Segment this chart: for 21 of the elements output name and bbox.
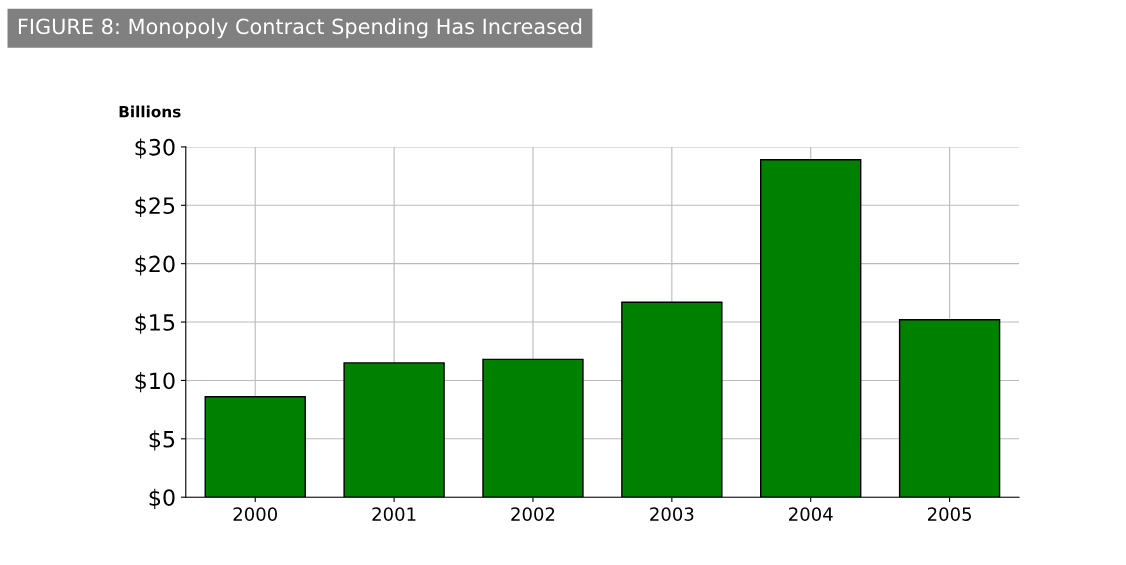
bar — [898, 319, 1001, 498]
chart-title: FIGURE 8: Monopoly Contract Spending Has Increased — [18, 18, 582, 39]
x-tick-label: 2000 — [233, 507, 277, 521]
y-tick-label: $0 — [149, 488, 175, 509]
y-tick-label: $30 — [135, 138, 175, 159]
x-tick-label: 2004 — [789, 507, 833, 521]
y-tick-label: $5 — [149, 430, 175, 451]
bar — [760, 159, 862, 498]
y-tick-label: $10 — [135, 371, 175, 393]
x-tick-label: 2003 — [650, 507, 694, 521]
bar — [621, 301, 723, 498]
bar — [482, 358, 584, 498]
bar — [343, 362, 445, 498]
x-tick-label: 2001 — [372, 507, 416, 521]
bar — [204, 396, 306, 498]
y-tick-label: $15 — [135, 313, 175, 334]
y-tick-label: $20 — [135, 255, 175, 276]
y-tick-label: $25 — [135, 196, 175, 217]
x-tick-label: 2005 — [927, 507, 971, 521]
y-axis-title: Billions — [119, 105, 181, 118]
x-tick-label: 2002 — [511, 507, 555, 521]
